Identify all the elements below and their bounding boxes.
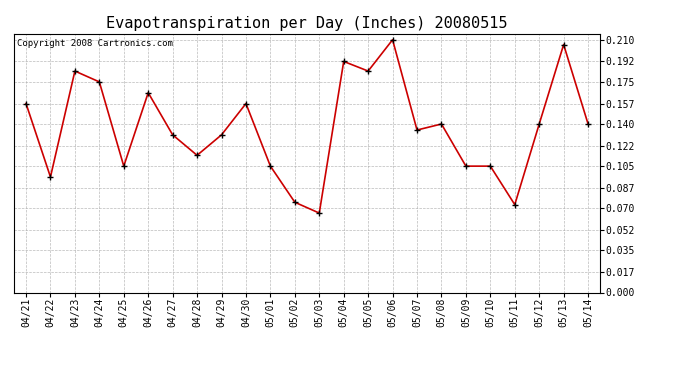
Title: Evapotranspiration per Day (Inches) 20080515: Evapotranspiration per Day (Inches) 2008… (106, 16, 508, 31)
Text: Copyright 2008 Cartronics.com: Copyright 2008 Cartronics.com (17, 39, 172, 48)
